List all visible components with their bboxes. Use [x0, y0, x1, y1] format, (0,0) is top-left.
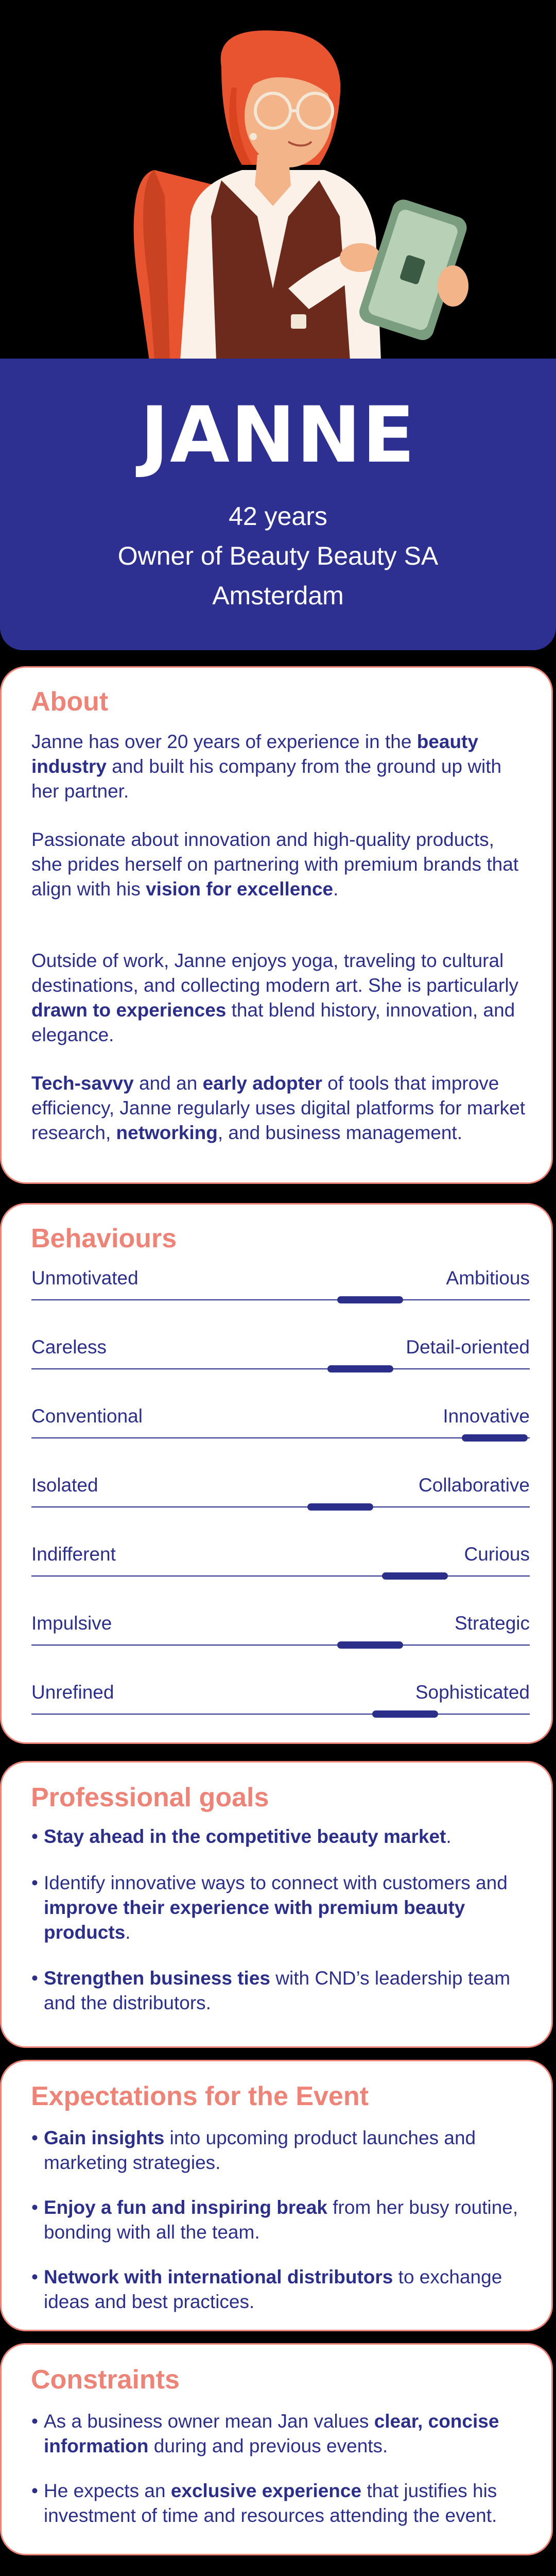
behaviour-right-label: Sophisticated	[415, 1682, 530, 1703]
emphasis-text: Stay ahead in the competitive beauty mar…	[44, 1826, 446, 1847]
body-text: .	[333, 878, 339, 900]
body-text: He expects an	[44, 2480, 171, 2501]
emphasis-text: beauty industry	[31, 731, 478, 777]
emphasis-text: Enjoy a fun and inspiring break	[44, 2197, 327, 2218]
behaviour-left-label: Careless	[31, 1336, 107, 1358]
body-text: during and previous events.	[148, 2435, 388, 2456]
body-text: that justifies his investment of time an…	[44, 2480, 497, 2526]
body-text: , and business management.	[217, 1122, 462, 1143]
behaviour-row: Unrefined Sophisticated	[31, 1682, 530, 1718]
emphasis-text: Tech-savvy	[31, 1073, 134, 1094]
behaviour-scale-line	[31, 1299, 530, 1300]
expectation-item: Network with international distributors …	[31, 2265, 536, 2314]
behaviour-scale-line	[31, 1437, 530, 1438]
constraint-item: As a business owner mean Jan values clea…	[31, 2409, 536, 2459]
behaviour-left-label: Impulsive	[31, 1613, 112, 1634]
behaviour-row: Unmotivated Ambitious	[31, 1267, 530, 1303]
behaviour-scale-line	[31, 1575, 530, 1577]
behaviour-row: Conventional Innovative	[31, 1405, 530, 1442]
behaviour-marker	[337, 1641, 403, 1649]
emphasis-text: Network with international distributors	[44, 2266, 393, 2287]
about-paragraph: Tech-savvy and an early adopter of tools…	[31, 1071, 526, 1145]
behaviour-marker	[327, 1365, 393, 1372]
goals-card: Professional goals Stay ahead in the com…	[0, 1761, 553, 2048]
behaviour-right-label: Strategic	[454, 1613, 530, 1634]
body-text: Janne has over 20 years of experience in…	[31, 731, 417, 752]
about-card: About Janne has over 20 years of experie…	[0, 666, 553, 1184]
expectation-item: Gain insights into upcoming product laun…	[31, 2126, 536, 2175]
emphasis-text: Gain insights	[44, 2127, 165, 2148]
behaviour-right-label: Innovative	[443, 1405, 530, 1427]
emphasis-text: clear, concise information	[44, 2411, 499, 2456]
about-paragraph: Passionate about innovation and high-qua…	[31, 827, 526, 902]
emphasis-text: networking	[116, 1122, 218, 1143]
behaviour-left-label: Unmotivated	[31, 1267, 138, 1289]
constraint-item: He expects an exclusive experience that …	[31, 2479, 536, 2528]
behaviour-right-label: Collaborative	[419, 1475, 530, 1496]
persona-header: JANNE 42 years Owner of Beauty Beauty SA…	[0, 0, 556, 650]
body-text: of tools that improve efficiency, Janne …	[31, 1073, 526, 1143]
expectation-item: Enjoy a fun and inspiring break from her…	[31, 2195, 536, 2245]
behaviour-marker	[307, 1503, 373, 1511]
behaviour-row: Indifferent Curious	[31, 1544, 530, 1580]
behaviour-left-label: Unrefined	[31, 1682, 114, 1703]
body-text: that blend history, innovation, and eleg…	[31, 999, 515, 1045]
behaviour-scale-line	[31, 1714, 530, 1715]
body-text: and built his company from the ground up…	[31, 756, 502, 802]
constraints-card: Constraints As a business owner mean Jan…	[0, 2343, 553, 2555]
body-text: with CND’s leadership team and the distr…	[44, 1968, 511, 2013]
persona-city: Amsterdam	[212, 581, 344, 610]
body-text: from her busy routine, bonding with all …	[44, 2197, 518, 2243]
expectations-card: Expectations for the Event Gain insights…	[0, 2060, 553, 2331]
behaviour-row: Isolated Collaborative	[31, 1475, 530, 1511]
behaviour-left-label: Indifferent	[31, 1544, 116, 1565]
behaviour-right-label: Ambitious	[446, 1267, 530, 1289]
behaviour-left-label: Conventional	[31, 1405, 143, 1427]
behaviour-scale-line	[31, 1368, 530, 1369]
goals-title: Professional goals	[31, 1783, 269, 1812]
behaviours-card: Behaviours Unmotivated Ambitious Careless D…	[0, 1203, 553, 1744]
body-text: Identify innovative ways to connect with…	[44, 1872, 508, 1893]
behaviour-right-label: Curious	[464, 1544, 530, 1565]
expectations-title: Expectations for the Event	[31, 2081, 369, 2111]
body-text: Passionate about innovation and high-qua…	[31, 829, 519, 900]
body-text: to exchange ideas and best practices.	[44, 2266, 502, 2312]
body-text: .	[446, 1826, 451, 1847]
emphasis-text: vision for excellence	[146, 878, 334, 900]
behaviour-left-label: Isolated	[31, 1475, 98, 1496]
constraints-title: Constraints	[31, 2365, 180, 2395]
emphasis-text: improve their experience with premium be…	[44, 1897, 465, 1943]
behaviour-marker	[372, 1710, 438, 1718]
body-text: into upcoming product launches and marke…	[44, 2127, 476, 2173]
body-text: .	[125, 1922, 131, 1943]
goal-item: Strengthen business ties with CND’s lead…	[31, 1966, 536, 2015]
behaviour-row: Careless Detail-oriented	[31, 1336, 530, 1372]
persona-age: 42 years	[229, 502, 327, 531]
emphasis-text: Strengthen business ties	[44, 1968, 270, 1989]
behaviour-marker	[462, 1434, 528, 1442]
about-title: About	[31, 687, 109, 717]
body-text: As a business owner mean Jan values	[44, 2411, 374, 2432]
behaviour-marker	[337, 1296, 403, 1303]
behaviours-title: Behaviours	[31, 1224, 177, 1253]
behaviour-row: Impulsive Strategic	[31, 1613, 530, 1649]
emphasis-text: early adopter	[202, 1073, 322, 1094]
goal-item: Stay ahead in the competitive beauty mar…	[31, 1824, 536, 1849]
emphasis-text: drawn to experiences	[31, 999, 227, 1021]
persona-name: JANNE	[140, 391, 416, 480]
behaviour-marker	[382, 1572, 448, 1580]
behaviour-scale-line	[31, 1645, 530, 1646]
behaviour-scale-line	[31, 1506, 530, 1507]
about-paragraph: Janne has over 20 years of experience in…	[31, 730, 526, 804]
about-paragraph: Outside of work, Janne enjoys yoga, trav…	[31, 948, 526, 1047]
persona-banner	[0, 359, 556, 650]
body-text: and an	[133, 1073, 203, 1094]
emphasis-text: exclusive experience	[170, 2480, 362, 2501]
persona-role: Owner of Beauty Beauty SA	[117, 541, 439, 570]
body-text: Outside of work, Janne enjoys yoga, trav…	[31, 950, 519, 996]
goal-item: Identify innovative ways to connect with…	[31, 1871, 536, 1945]
behaviour-right-label: Detail-oriented	[406, 1336, 530, 1358]
persona-illustration	[133, 30, 468, 361]
